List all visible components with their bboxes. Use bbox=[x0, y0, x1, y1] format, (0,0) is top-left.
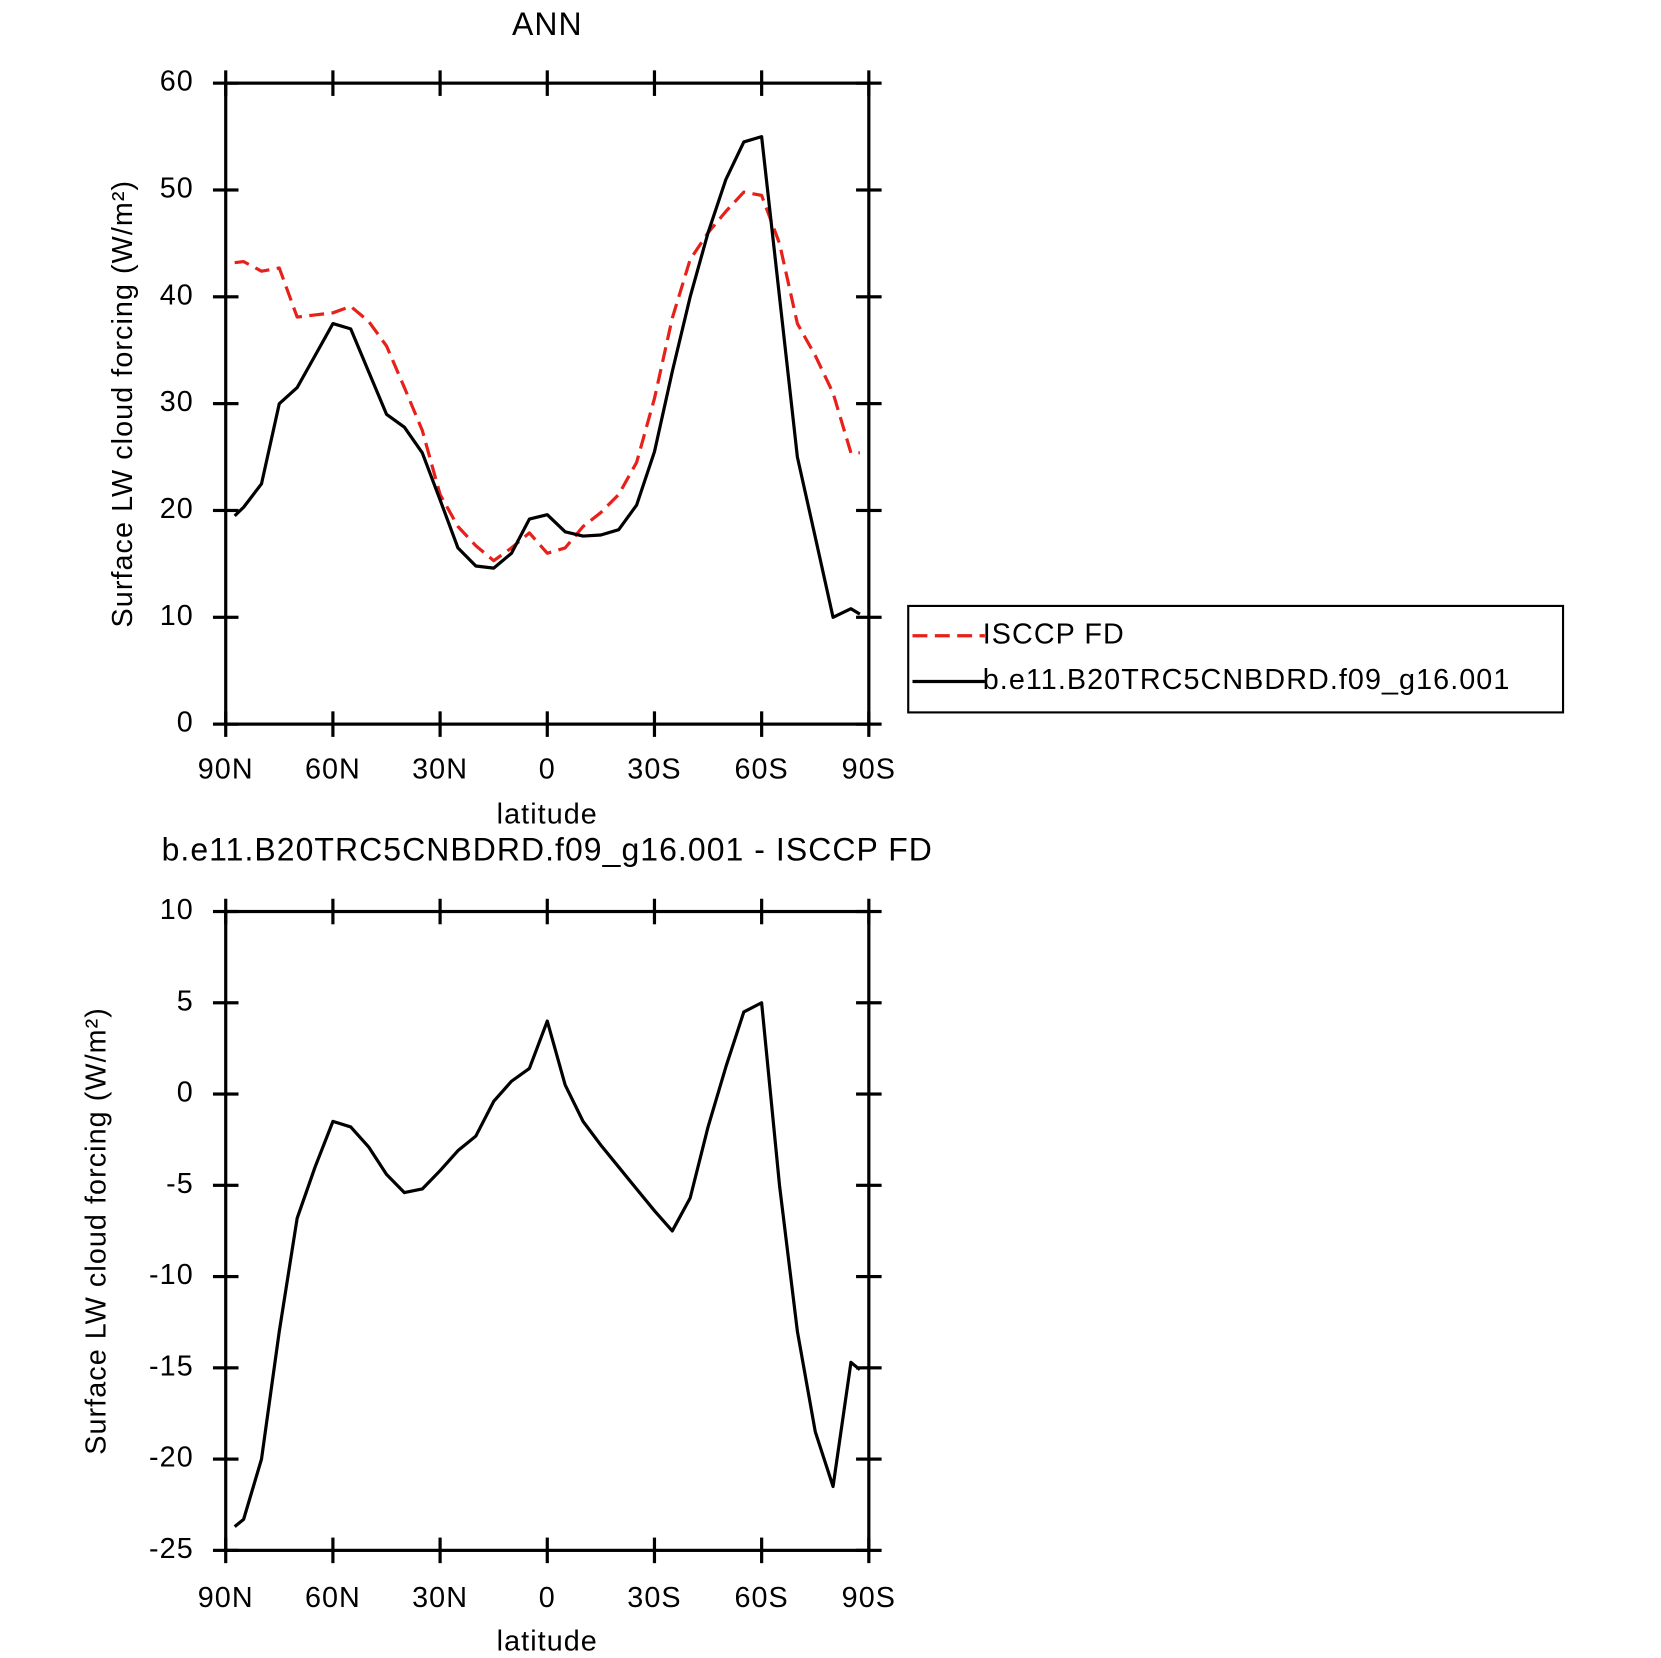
data-line bbox=[234, 190, 860, 563]
plot-frame bbox=[224, 81, 871, 726]
legend-label: b.e11.B20TRC5CNBDRD.f09_g16.001 bbox=[983, 664, 1511, 696]
x-tick-label: 90S bbox=[842, 1582, 896, 1614]
y-axis-label: Surface LW cloud forcing (W/m²) bbox=[81, 1007, 113, 1455]
y-tick-label: 50 bbox=[160, 173, 194, 205]
chart-title: b.e11.B20TRC5CNBDRD.f09_g16.001 - ISCCP … bbox=[162, 831, 933, 867]
data-line bbox=[233, 135, 861, 619]
x-tick-label: 60S bbox=[734, 754, 788, 786]
y-tick-label: 60 bbox=[160, 66, 194, 98]
x-tick-label: 90S bbox=[842, 754, 896, 786]
x-tick-label: 60N bbox=[305, 754, 361, 786]
y-tick-label: -10 bbox=[149, 1259, 194, 1291]
y-tick-label: 10 bbox=[160, 600, 194, 632]
y-tick-label: 40 bbox=[160, 279, 194, 311]
x-tick-label: 0 bbox=[539, 1582, 556, 1614]
x-tick-label: 0 bbox=[539, 754, 556, 786]
chart-title: ANN bbox=[512, 6, 583, 42]
legend-label: ISCCP FD bbox=[983, 618, 1125, 650]
plot-frame bbox=[224, 909, 871, 1552]
y-tick-label: -25 bbox=[149, 1533, 194, 1565]
y-tick-label: -20 bbox=[149, 1442, 194, 1474]
y-tick-label: -15 bbox=[149, 1350, 194, 1382]
y-tick-label: 5 bbox=[177, 985, 194, 1017]
legend-box bbox=[907, 604, 1565, 714]
y-tick-label: 10 bbox=[160, 894, 194, 926]
x-tick-label: 60N bbox=[305, 1582, 361, 1614]
x-tick-label: 30S bbox=[627, 754, 681, 786]
y-tick-label: 20 bbox=[160, 493, 194, 525]
x-tick-label: 90N bbox=[198, 754, 254, 786]
y-axis-label: Surface LW cloud forcing (W/m²) bbox=[107, 180, 139, 628]
y-tick-label: 0 bbox=[177, 707, 194, 739]
x-tick-label: 30S bbox=[627, 1582, 681, 1614]
x-tick-label: 30N bbox=[412, 754, 468, 786]
y-tick-label: -5 bbox=[166, 1168, 194, 1200]
y-tick-label: 30 bbox=[160, 386, 194, 418]
x-axis-label: latitude bbox=[497, 798, 598, 830]
data-line bbox=[233, 1001, 861, 1528]
x-axis-label: latitude bbox=[497, 1626, 598, 1658]
x-tick-label: 30N bbox=[412, 1582, 468, 1614]
x-tick-label: 60S bbox=[734, 1582, 788, 1614]
x-tick-label: 90N bbox=[198, 1582, 254, 1614]
y-tick-label: 0 bbox=[177, 1077, 194, 1109]
